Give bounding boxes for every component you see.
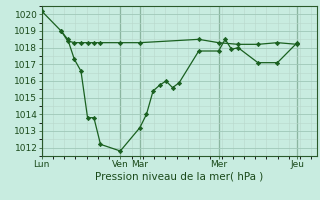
X-axis label: Pression niveau de la mer( hPa ): Pression niveau de la mer( hPa ) [95, 172, 263, 182]
